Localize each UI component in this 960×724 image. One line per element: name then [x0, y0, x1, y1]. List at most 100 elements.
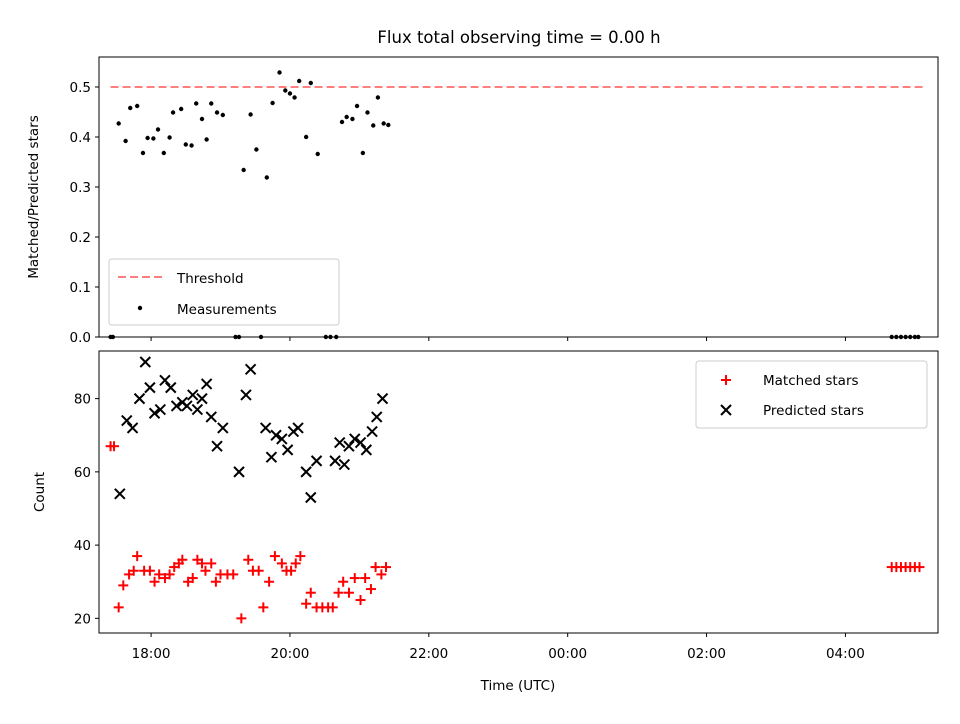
- predicted-star-point: [114, 488, 126, 500]
- measurement-point: [204, 137, 209, 142]
- matched-star-point: [269, 551, 280, 562]
- chart-title: Flux total observing time = 0.00 h: [377, 28, 660, 47]
- measurement-point: [270, 100, 275, 106]
- predicted-star-point: [205, 411, 217, 423]
- measurement-point: [339, 119, 345, 125]
- predicted-star-point: [259, 422, 272, 434]
- measurement-point: [161, 150, 167, 156]
- predicted-star-point: [720, 404, 732, 416]
- x-tick-label: 04:00: [826, 646, 865, 662]
- matched-star-point: [301, 598, 312, 609]
- matched-star-point: [365, 584, 376, 595]
- matched-star-point: [370, 562, 381, 573]
- matched-star-point: [295, 551, 306, 562]
- measurement-point: [194, 101, 199, 106]
- measurement-point: [209, 101, 214, 106]
- predicted-star-point: [181, 400, 193, 412]
- matched-star-point: [333, 587, 344, 598]
- matched-star-point: [132, 551, 143, 562]
- predicted-star-point: [159, 374, 171, 387]
- predicted-star-point: [154, 403, 167, 416]
- matched-legend-swatch: [721, 375, 731, 385]
- x-tick-label: 00:00: [548, 646, 587, 662]
- predicted-star-point: [211, 440, 223, 452]
- matched-stars-points: [105, 441, 925, 624]
- predicted-star-point: [300, 466, 312, 478]
- measurement-point: [344, 114, 349, 120]
- matched-star-point: [164, 569, 175, 580]
- predicted-star-point: [170, 400, 183, 412]
- matched-star-point: [264, 576, 275, 587]
- measurement-point: [116, 121, 121, 126]
- measurement-point: [381, 121, 386, 126]
- matched-star-point: [721, 375, 731, 385]
- top-y-tick-label: 0.1: [70, 280, 91, 296]
- matched-star-point: [128, 565, 139, 576]
- matched-star-point: [206, 558, 217, 569]
- matched-star-point: [118, 580, 129, 591]
- matched-star-point: [109, 441, 120, 452]
- bottom-y-axis-label: Count: [32, 472, 48, 512]
- measurement-point: [140, 150, 146, 156]
- matched-star-point: [286, 565, 297, 576]
- measurement-point: [183, 142, 188, 147]
- predicted-legend-swatch: [720, 404, 732, 416]
- top-y-tick-label: 0.2: [70, 230, 91, 246]
- measurement-point: [292, 95, 297, 100]
- predicted-star-point: [133, 392, 146, 405]
- predicted-star-point: [366, 425, 378, 438]
- matched-star-point: [187, 573, 198, 584]
- predicted-star-point: [244, 363, 257, 376]
- measurement-point: [297, 78, 302, 84]
- matched-star-point: [360, 573, 371, 584]
- top-x-ticks: [150, 337, 846, 341]
- top-y-tick-label: 0.3: [70, 180, 91, 196]
- threshold-legend-label: Threshold: [176, 271, 244, 287]
- measurement-point: [371, 123, 376, 128]
- predicted-star-point: [343, 440, 355, 452]
- predicted-star-point: [329, 455, 341, 467]
- measurement-point: [214, 110, 220, 115]
- measurement-point: [151, 136, 156, 141]
- measurement-point: [386, 122, 391, 128]
- x-tick-label: 02:00: [687, 646, 726, 662]
- measurement-point: [123, 138, 128, 144]
- measurement-points: [108, 70, 921, 340]
- predicted-star-point: [217, 422, 229, 434]
- predicted-star-point: [191, 403, 204, 416]
- matched-star-point: [149, 576, 160, 587]
- measurement-point: [241, 167, 246, 173]
- bottom-y-tick-label: 80: [74, 392, 91, 408]
- matched-star-point: [349, 573, 360, 584]
- x-tick-label: 22:00: [409, 646, 448, 662]
- predicted-star-point: [265, 451, 278, 463]
- predicted-star-point: [333, 436, 346, 449]
- matched-star-point: [210, 576, 221, 587]
- bottom-y-tick-label: 40: [74, 538, 91, 554]
- matched-star-point: [258, 602, 269, 613]
- measurement-point: [315, 151, 320, 157]
- bottom-legend-box: [695, 360, 928, 429]
- predicted-star-point: [139, 356, 151, 368]
- measurement-point: [365, 110, 370, 115]
- matched-star-point: [228, 569, 239, 580]
- measurement-point: [254, 147, 259, 152]
- matched-star-point: [355, 595, 366, 606]
- bottom-y-tick-label: 60: [74, 465, 91, 481]
- measurement-point: [283, 88, 288, 93]
- measurement-point: [199, 116, 205, 122]
- matched-star-point: [914, 562, 925, 573]
- predicted-star-point: [349, 433, 361, 445]
- matched-legend-label: Matched stars: [763, 373, 859, 389]
- measurement-point: [277, 70, 282, 75]
- measurement-point: [287, 91, 293, 96]
- matched-star-point: [338, 576, 349, 587]
- measurement-point: [220, 112, 226, 118]
- matched-star-point: [343, 587, 354, 598]
- matched-star-point: [144, 565, 155, 576]
- measurement-point: [360, 150, 366, 156]
- predicted-star-point: [305, 491, 317, 504]
- top-plot: 0.0 0.1 0.2 0.3 0.4 0.5 Matched/Predicted sta…: [26, 56, 939, 346]
